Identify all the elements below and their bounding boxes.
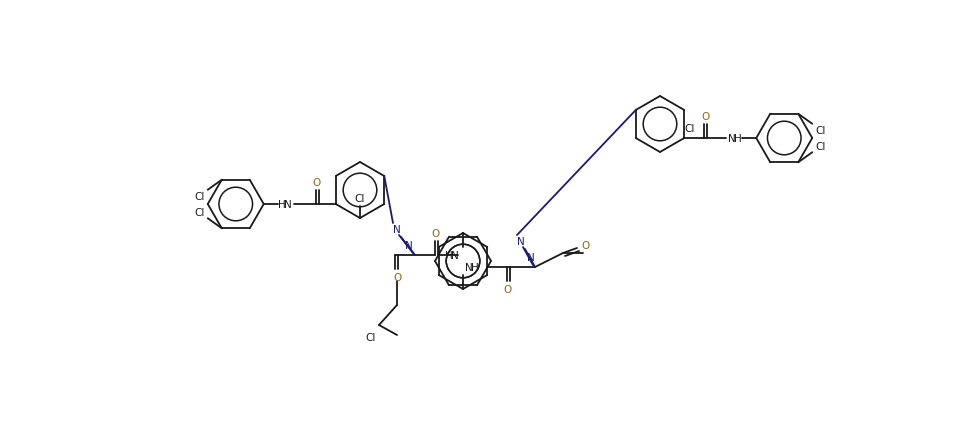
- Text: H: H: [445, 250, 453, 261]
- Text: O: O: [581, 240, 589, 250]
- Text: N: N: [728, 134, 736, 144]
- Text: O: O: [313, 178, 321, 187]
- Text: N: N: [465, 262, 473, 272]
- Text: Cl: Cl: [815, 126, 826, 135]
- Text: Cl: Cl: [195, 208, 205, 218]
- Text: O: O: [393, 272, 401, 283]
- Text: H: H: [735, 134, 742, 144]
- Text: N: N: [527, 252, 535, 262]
- Text: Cl: Cl: [365, 332, 376, 342]
- Text: H: H: [278, 200, 286, 209]
- Text: H: H: [471, 262, 479, 272]
- Text: O: O: [701, 112, 710, 122]
- Text: N: N: [393, 224, 401, 234]
- Text: Cl: Cl: [355, 194, 365, 203]
- Text: Cl: Cl: [815, 142, 826, 152]
- Text: N: N: [517, 237, 525, 246]
- Text: Cl: Cl: [195, 191, 205, 201]
- Text: O: O: [432, 228, 440, 239]
- Text: N: N: [284, 200, 292, 209]
- Text: N: N: [452, 250, 459, 261]
- Text: O: O: [503, 284, 511, 294]
- Text: N: N: [405, 240, 413, 250]
- Text: Cl: Cl: [684, 124, 694, 134]
